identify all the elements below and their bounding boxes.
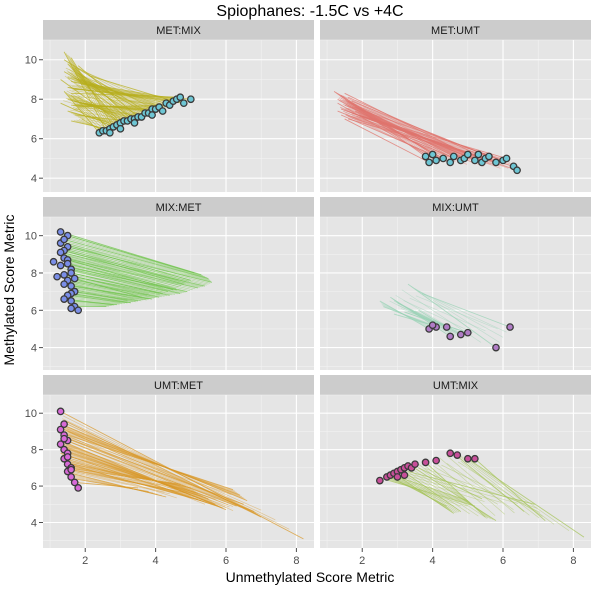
facet-label: UMT:MET xyxy=(154,380,203,392)
y-tick-label: 4 xyxy=(31,518,37,530)
data-point xyxy=(458,331,464,337)
facet-panels: MET:MIX 4 6 8 10 MET:UMT MIX:MET 4 6 8 10 MIX:UMT UM… xyxy=(25,20,591,567)
y-tick-label: 8 xyxy=(31,268,37,280)
y-tick-label: 10 xyxy=(25,231,37,243)
data-point xyxy=(451,153,457,159)
x-tick-label: 4 xyxy=(430,555,436,567)
data-point xyxy=(514,167,520,173)
data-point xyxy=(472,456,478,462)
data-point xyxy=(465,456,471,462)
data-point xyxy=(447,159,453,165)
data-point xyxy=(71,275,77,281)
data-point xyxy=(475,151,481,157)
x-tick-label: 8 xyxy=(293,555,299,567)
data-point xyxy=(54,274,60,280)
data-point xyxy=(503,155,509,161)
data-point xyxy=(61,436,67,442)
data-point xyxy=(433,157,439,163)
data-point xyxy=(117,126,123,132)
data-point xyxy=(493,344,499,350)
data-point xyxy=(177,94,183,100)
facet-label: MET:UMT xyxy=(431,25,480,37)
data-point xyxy=(107,130,113,136)
y-tick-label: 10 xyxy=(25,55,37,67)
data-point xyxy=(429,322,435,328)
data-point xyxy=(433,457,439,463)
y-tick-label: 10 xyxy=(25,408,37,420)
data-point xyxy=(507,324,513,330)
panel-background xyxy=(320,217,591,370)
y-axis-title: Methylated Score Metric xyxy=(1,215,17,366)
data-point xyxy=(447,450,453,456)
facet-panel: UMT:MET 4 6 8 10 2 4 6 8 xyxy=(25,375,314,567)
x-tick-label: 2 xyxy=(82,555,88,567)
data-point xyxy=(57,408,63,414)
data-point xyxy=(149,112,155,118)
data-point xyxy=(61,281,67,287)
y-tick-label: 8 xyxy=(31,94,37,106)
facet-panel: MIX:UMT xyxy=(320,197,591,370)
facet-panel: MIX:MET 4 6 8 10 xyxy=(25,197,314,370)
x-tick-label: 8 xyxy=(570,555,576,567)
facet-panel: UMT:MIX 2 4 6 8 xyxy=(320,375,591,567)
x-tick-label: 6 xyxy=(223,555,229,567)
x-tick-label: 2 xyxy=(359,555,365,567)
data-point xyxy=(64,454,70,460)
data-point xyxy=(493,159,499,165)
y-tick-label: 4 xyxy=(31,173,37,185)
facet-label: MET:MIX xyxy=(156,25,201,37)
data-point xyxy=(465,151,471,157)
data-point xyxy=(61,236,67,242)
facet-label: UMT:MIX xyxy=(433,380,479,392)
data-point xyxy=(75,307,81,313)
y-tick-label: 6 xyxy=(31,305,37,317)
data-point xyxy=(444,324,450,330)
data-point xyxy=(422,153,428,159)
data-point xyxy=(50,259,56,265)
x-axis-title: Unmethylated Score Metric xyxy=(226,569,395,585)
y-tick-label: 6 xyxy=(31,481,37,493)
x-tick-label: 6 xyxy=(500,555,506,567)
data-point xyxy=(472,157,478,163)
data-point xyxy=(131,120,137,126)
data-point xyxy=(422,459,428,465)
facet-label: MIX:MET xyxy=(156,202,202,214)
data-point xyxy=(181,100,187,106)
y-tick-label: 8 xyxy=(31,445,37,457)
data-point xyxy=(75,485,81,491)
data-point xyxy=(426,159,432,165)
data-point xyxy=(465,329,471,335)
x-tick-label: 4 xyxy=(153,555,159,567)
data-point xyxy=(447,333,453,339)
data-point xyxy=(159,108,165,114)
facet-label: MIX:UMT xyxy=(432,202,479,214)
data-point xyxy=(188,96,194,102)
facet-panel: MET:UMT xyxy=(320,20,591,192)
data-point xyxy=(61,296,67,302)
data-point xyxy=(401,472,407,478)
data-point xyxy=(454,452,460,458)
data-point xyxy=(394,474,400,480)
y-tick-label: 6 xyxy=(31,134,37,146)
data-point xyxy=(68,466,74,472)
chart-title: Spiophanes: -1.5C vs +4C xyxy=(216,3,403,20)
data-point xyxy=(68,305,74,311)
data-point xyxy=(57,262,63,268)
data-point xyxy=(57,229,63,235)
data-point xyxy=(440,155,446,161)
data-point xyxy=(377,477,383,483)
data-point xyxy=(486,153,492,159)
data-point xyxy=(429,151,435,157)
facet-panel: MET:MIX 4 6 8 10 xyxy=(25,20,314,192)
y-tick-label: 4 xyxy=(31,343,37,355)
data-point xyxy=(412,461,418,467)
